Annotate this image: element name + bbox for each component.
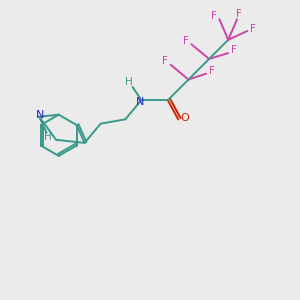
Text: F: F — [183, 36, 188, 46]
Text: F: F — [231, 45, 237, 55]
Text: F: F — [209, 66, 215, 76]
Text: F: F — [236, 9, 242, 19]
Text: O: O — [180, 113, 189, 123]
Text: F: F — [250, 24, 256, 34]
Text: H: H — [44, 132, 51, 142]
Text: N: N — [36, 110, 44, 120]
Text: H: H — [125, 77, 133, 87]
Text: N: N — [135, 97, 144, 107]
Text: F: F — [162, 56, 168, 66]
Text: F: F — [211, 11, 216, 21]
